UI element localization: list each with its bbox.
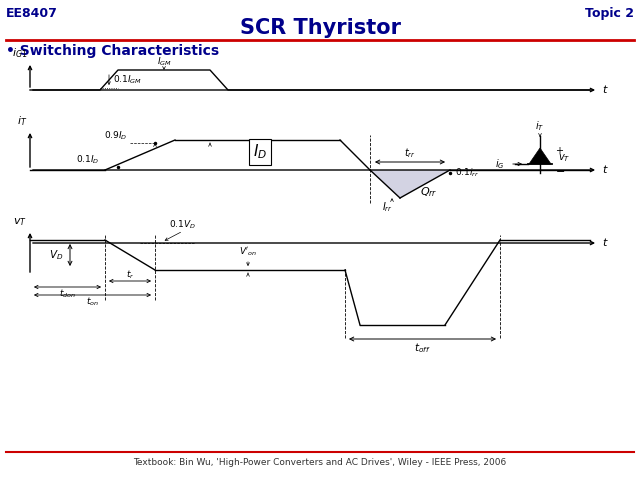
Text: $t_{don}$: $t_{don}$ xyxy=(59,288,76,300)
Text: • Switching Characteristics: • Switching Characteristics xyxy=(6,44,219,58)
Text: $i_{G1}$: $i_{G1}$ xyxy=(12,46,27,60)
Text: $-$: $-$ xyxy=(555,165,565,175)
Text: $i_T$: $i_T$ xyxy=(536,119,545,133)
Polygon shape xyxy=(529,148,551,164)
Text: EE8407: EE8407 xyxy=(6,7,58,20)
Text: t: t xyxy=(602,238,606,248)
Text: $I_D$: $I_D$ xyxy=(253,143,267,161)
Text: $0.1V_D$: $0.1V_D$ xyxy=(170,218,196,231)
Text: Topic 2: Topic 2 xyxy=(585,7,634,20)
Text: $Q_{rr}$: $Q_{rr}$ xyxy=(420,185,438,199)
Text: $t_r$: $t_r$ xyxy=(125,268,134,281)
Text: $t_{on}$: $t_{on}$ xyxy=(86,296,99,309)
Text: $i_T$: $i_T$ xyxy=(17,114,27,128)
Text: $V_D$: $V_D$ xyxy=(49,248,63,262)
Text: $i_G$: $i_G$ xyxy=(495,157,505,171)
Text: $t_{off}$: $t_{off}$ xyxy=(414,341,431,355)
Text: Textbook: Bin Wu, 'High-Power Converters and AC Drives', Wiley - IEEE Press, 200: Textbook: Bin Wu, 'High-Power Converters… xyxy=(133,458,507,467)
Text: $I_{GM}$: $I_{GM}$ xyxy=(157,56,172,68)
Text: $V'_{on}$: $V'_{on}$ xyxy=(239,245,257,258)
Text: t: t xyxy=(602,165,606,175)
Text: $t_{rr}$: $t_{rr}$ xyxy=(404,146,416,160)
Text: $v_T$: $v_T$ xyxy=(558,152,570,164)
Text: $0.1I_D$: $0.1I_D$ xyxy=(76,154,100,166)
Polygon shape xyxy=(370,170,450,198)
Text: $v_T$: $v_T$ xyxy=(13,216,27,228)
Text: $I_{rr}$: $I_{rr}$ xyxy=(381,200,392,214)
Text: $0.1I_{GM}$: $0.1I_{GM}$ xyxy=(113,74,142,86)
Text: t: t xyxy=(602,85,606,95)
Text: SCR Thyristor: SCR Thyristor xyxy=(239,18,401,38)
Text: $+$: $+$ xyxy=(555,144,564,156)
Text: $0.1i_{rr}$: $0.1i_{rr}$ xyxy=(455,167,479,179)
Text: $0.9I_D$: $0.9I_D$ xyxy=(104,130,128,142)
